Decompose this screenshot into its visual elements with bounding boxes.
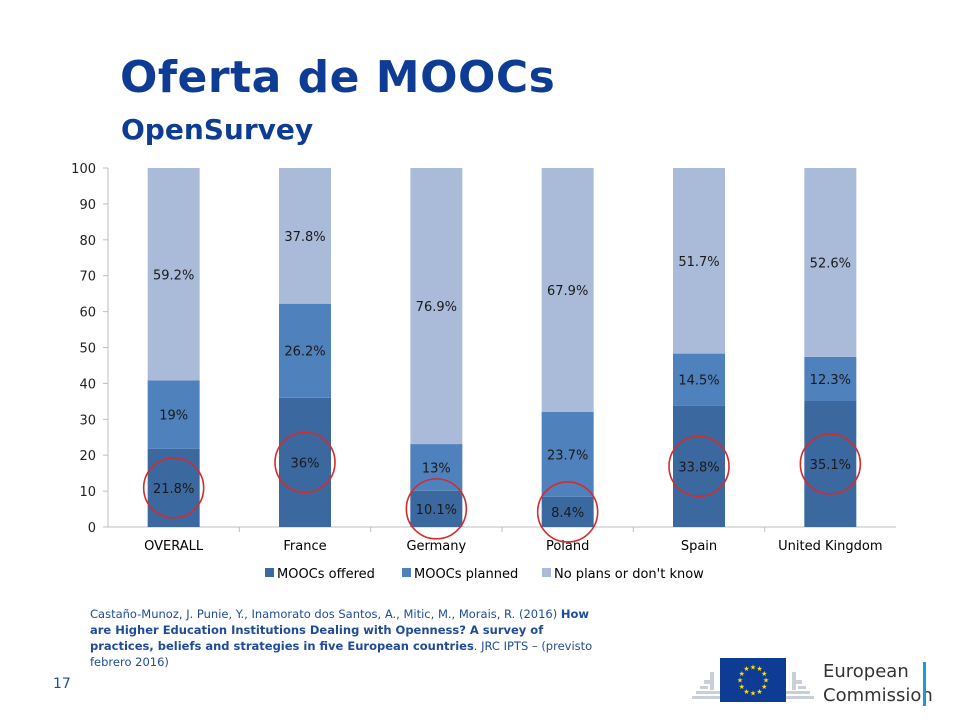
logo-text: European Commission bbox=[823, 660, 933, 708]
y-tick-label: 40 bbox=[79, 377, 96, 392]
bar-segment bbox=[673, 168, 725, 354]
citation-authors: Castaño-Munoz, J. Punie, Y., Inamorato d… bbox=[90, 607, 558, 621]
data-label: 67.9% bbox=[547, 284, 588, 299]
bar-segment bbox=[279, 397, 331, 527]
bar-segment bbox=[147, 448, 200, 527]
data-label: 23.7% bbox=[547, 448, 588, 463]
category-label: France bbox=[283, 539, 326, 554]
bar-segment bbox=[541, 168, 594, 412]
eu-star-icon: ★ bbox=[743, 688, 749, 696]
bar-segment bbox=[804, 168, 857, 357]
data-label: 26.2% bbox=[284, 345, 325, 360]
bar-segment bbox=[410, 168, 463, 445]
eu-star-icon: ★ bbox=[750, 690, 756, 698]
legend-label: MOOCs offered bbox=[277, 567, 375, 582]
citation-title: How are Higher Education Institutions De… bbox=[90, 607, 590, 653]
logo-accent-bar bbox=[923, 662, 926, 706]
highlight-circle bbox=[274, 431, 336, 494]
y-tick-label: 10 bbox=[79, 485, 96, 500]
bar-segment bbox=[673, 405, 725, 527]
highlight-circle bbox=[142, 457, 205, 519]
logo-line-2: Commission bbox=[823, 685, 933, 706]
data-label: 36% bbox=[291, 456, 320, 471]
data-label: 76.9% bbox=[416, 300, 457, 315]
eu-star-icon: ★ bbox=[750, 664, 756, 672]
data-label: 51.7% bbox=[678, 255, 719, 270]
stacked-bar-chart: 0 10 20 30 40 50 60 70 80 90 100 21.8% 19% 59.2% 36% 2… bbox=[71, 162, 896, 582]
category-label: Poland bbox=[546, 539, 589, 554]
data-label: 21.8% bbox=[153, 482, 194, 497]
data-label: 59.2% bbox=[153, 268, 194, 283]
citation-suffix: . JRC IPTS – (previsto febrero 2016) bbox=[90, 639, 593, 669]
bar-segment bbox=[541, 496, 594, 527]
eu-star-icon: ★ bbox=[737, 677, 743, 685]
european-commission-logo: ★ ★ ★ ★ ★ ★ ★ ★ ★ ★ ★ ★ European Commission bbox=[690, 652, 940, 712]
data-label: 8.4% bbox=[551, 506, 584, 521]
legend-label: MOOCs planned bbox=[414, 567, 518, 582]
y-tick-label: 70 bbox=[79, 270, 96, 285]
citation: Castaño-Munoz, J. Punie, Y., Inamorato d… bbox=[90, 606, 600, 670]
y-tick-label: 30 bbox=[79, 413, 96, 428]
category-label: United Kingdom bbox=[778, 539, 882, 554]
legend-swatch bbox=[402, 568, 411, 577]
bar-segment bbox=[673, 353, 725, 406]
eu-star-icon: ★ bbox=[763, 677, 769, 685]
highlight-circle bbox=[799, 433, 862, 495]
y-tick-label: 0 bbox=[88, 521, 96, 536]
ec-building-flag-icon: ★★★★★★★★★ ★ ★★ bbox=[692, 658, 814, 702]
eu-star-icon: ★ bbox=[761, 670, 767, 678]
bar-segment bbox=[147, 380, 200, 449]
legend-label: No plans or don't know bbox=[554, 567, 704, 582]
eu-star-icon: ★ bbox=[756, 665, 762, 673]
bar-segment bbox=[804, 400, 857, 527]
highlight-circle bbox=[536, 481, 599, 543]
y-tick-label: 60 bbox=[79, 306, 96, 321]
category-label: Germany bbox=[406, 539, 466, 554]
bar-segment bbox=[410, 490, 463, 527]
y-tick-label: 90 bbox=[79, 198, 96, 213]
eu-star-icon: ★ bbox=[756, 688, 762, 696]
legend-swatch bbox=[265, 568, 274, 577]
data-label: 12.3% bbox=[810, 373, 851, 388]
eu-star-icon: ★ bbox=[739, 683, 745, 691]
bar-segment bbox=[279, 168, 331, 304]
data-label: 33.8% bbox=[678, 460, 719, 475]
data-label: 37.8% bbox=[284, 230, 325, 245]
logo-line-1: European bbox=[823, 661, 909, 682]
bar-segment bbox=[279, 303, 331, 398]
data-label: 52.6% bbox=[810, 256, 851, 271]
bar-segment bbox=[410, 444, 463, 491]
slide-subtitle: OpenSurvey bbox=[121, 113, 314, 146]
highlight-circle bbox=[668, 435, 730, 498]
y-tick-label: 80 bbox=[79, 234, 96, 249]
data-label: 35.1% bbox=[810, 458, 851, 473]
eu-star-icon: ★ bbox=[743, 665, 749, 673]
y-tick-label: 50 bbox=[79, 342, 96, 357]
legend-swatch bbox=[542, 568, 551, 577]
eu-star-icon: ★ bbox=[761, 683, 767, 691]
y-tick-label: 20 bbox=[79, 449, 96, 464]
bar-segment bbox=[147, 168, 200, 381]
slide-title: Oferta de MOOCs bbox=[120, 52, 556, 103]
page-number: 17 bbox=[53, 676, 71, 692]
data-label: 10.1% bbox=[416, 503, 457, 518]
eu-star-icon: ★ bbox=[739, 670, 745, 678]
data-label: 14.5% bbox=[678, 374, 719, 389]
data-label: 19% bbox=[159, 409, 188, 424]
data-label: 13% bbox=[422, 461, 451, 476]
category-label: Spain bbox=[681, 539, 717, 554]
highlight-circle bbox=[405, 478, 468, 540]
category-label: OVERALL bbox=[144, 539, 204, 554]
bar-segment bbox=[804, 356, 857, 401]
y-tick-label: 100 bbox=[71, 162, 96, 177]
